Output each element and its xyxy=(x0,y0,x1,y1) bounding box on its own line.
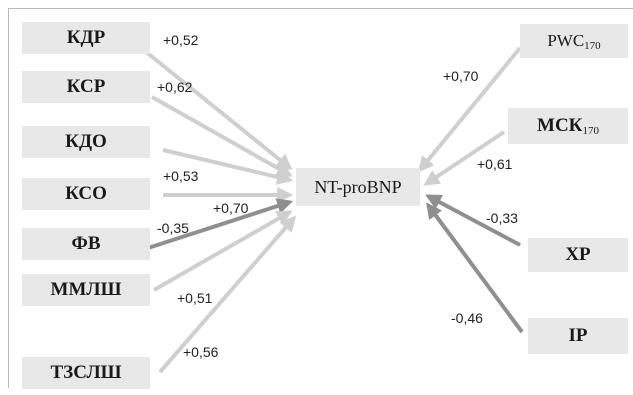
coef-ir: -0,46 xyxy=(451,310,483,326)
node-kdo: КДО xyxy=(22,126,150,158)
node-pwc: PWC170 xyxy=(520,24,628,58)
coef-msk: +0,61 xyxy=(477,156,513,172)
arrow-kdo xyxy=(162,148,294,185)
arrow-ksr xyxy=(151,95,293,177)
coef-extra: +0,70 xyxy=(213,200,249,216)
node-ksr-label: КСР xyxy=(66,76,106,97)
node-msk: МСК170 xyxy=(508,108,628,144)
node-fv-label: ФВ xyxy=(71,233,101,254)
coef-tzslsh: +0,56 xyxy=(183,344,219,360)
node-xr-label: ХР xyxy=(565,244,591,265)
arrow-pwc xyxy=(417,46,522,173)
coef-ksr: +0,62 xyxy=(157,79,193,95)
node-tzslsh-label: ТЗСЛШ xyxy=(50,362,122,383)
node-pwc-label: PWC170 xyxy=(547,30,601,52)
node-fv: ФВ xyxy=(22,228,150,260)
arrow-msk xyxy=(423,130,506,186)
node-ksr: КСР xyxy=(22,71,150,103)
node-kdr: КДР xyxy=(22,22,150,54)
node-mmlsh-label: ММЛШ xyxy=(50,279,122,300)
arrow-mmlsh xyxy=(153,210,293,292)
arrow-kdr xyxy=(138,45,293,171)
node-ir-label: IP xyxy=(568,325,588,346)
arrow-ir xyxy=(426,202,524,334)
coef-mmlsh: +0,51 xyxy=(177,290,213,306)
node-mmlsh: ММЛШ xyxy=(22,274,150,306)
node-msk-label: МСК170 xyxy=(537,115,599,137)
node-kdo-label: КДО xyxy=(65,131,107,152)
center-node: NT-proBNP xyxy=(296,168,420,206)
node-pwc-sub: 170 xyxy=(584,39,601,52)
coef-pwc: +0,70 xyxy=(443,68,479,84)
arrow-tzslsh xyxy=(158,215,297,374)
arrow-xr xyxy=(425,194,521,247)
coef-xr: -0,33 xyxy=(486,210,518,226)
coef-kso: +0,53 xyxy=(163,168,199,184)
node-kso-label: КСО xyxy=(65,183,107,204)
diagram-frame xyxy=(8,8,633,388)
node-kso: КСО xyxy=(22,178,150,210)
node-msk-sub: 170 xyxy=(582,125,599,137)
node-tzslsh: ТЗСЛШ xyxy=(22,357,150,389)
coef-kdr: +0,52 xyxy=(163,32,199,48)
arrow-fv xyxy=(147,198,294,250)
node-ir: IP xyxy=(528,318,628,354)
center-node-label: NT-proBNP xyxy=(314,176,402,197)
node-kdr-label: КДР xyxy=(66,27,106,48)
coef-fv: -0,35 xyxy=(157,220,189,236)
node-xr: ХР xyxy=(528,238,628,272)
